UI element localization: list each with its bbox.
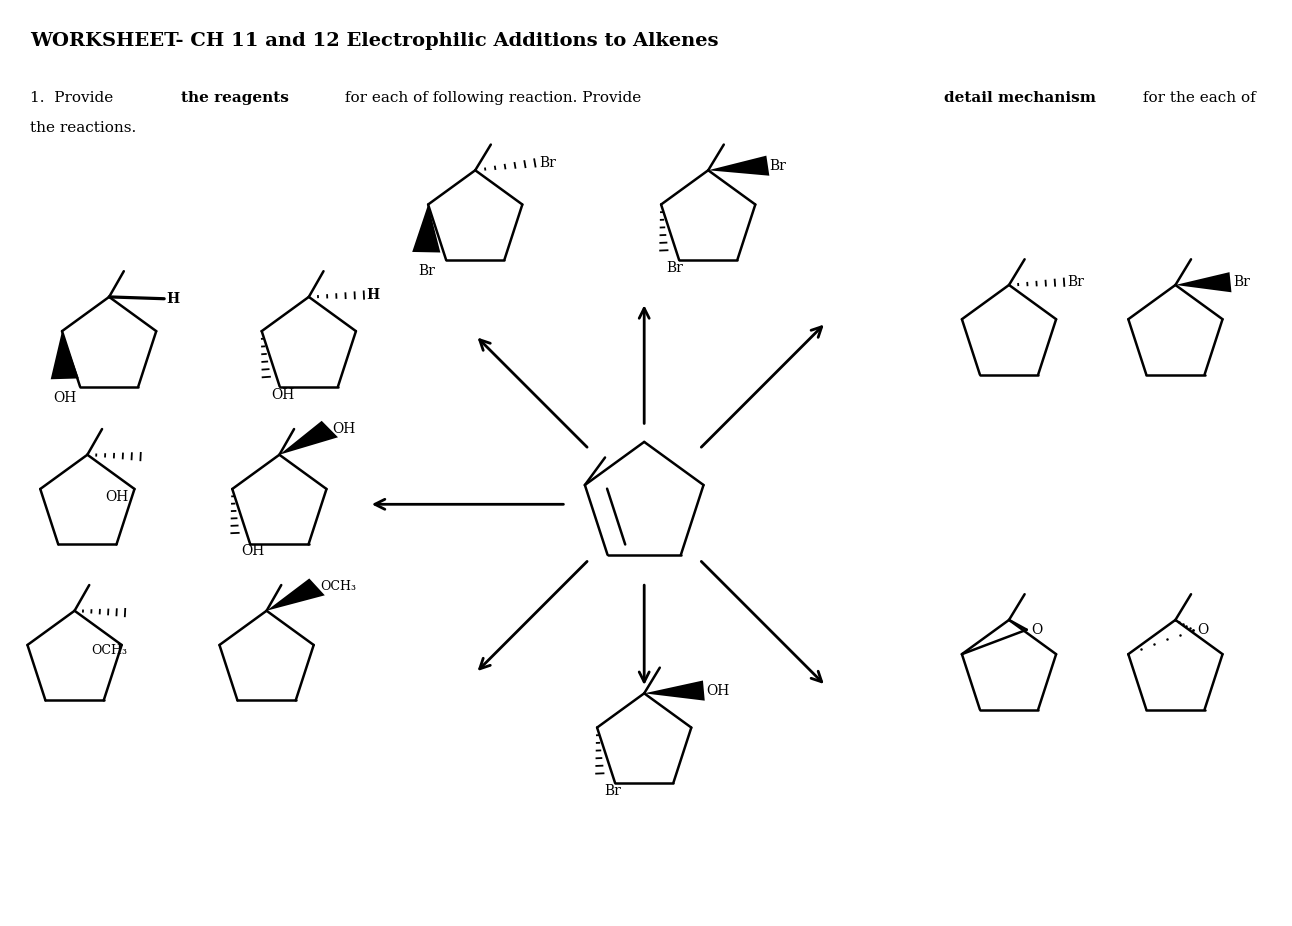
Text: OH: OH [332, 422, 355, 436]
Polygon shape [708, 156, 769, 176]
Text: OCH₃: OCH₃ [90, 644, 127, 657]
Text: O: O [1198, 622, 1209, 637]
Polygon shape [645, 681, 704, 701]
Text: the reagents: the reagents [181, 92, 288, 106]
Text: H: H [367, 288, 380, 302]
Text: detail mechanism: detail mechanism [943, 92, 1096, 106]
Text: for the each of: for the each of [1138, 92, 1256, 106]
Text: OH: OH [242, 544, 265, 558]
Text: Br: Br [540, 156, 557, 170]
Text: OCH₃: OCH₃ [320, 581, 355, 594]
Text: for each of following reaction. Provide: for each of following reaction. Provide [340, 92, 646, 106]
Polygon shape [1176, 272, 1231, 293]
Text: OH: OH [707, 683, 730, 697]
Text: Br: Br [1234, 275, 1251, 289]
Text: Br: Br [1067, 275, 1084, 289]
Text: H: H [165, 292, 180, 306]
Text: O: O [1031, 622, 1043, 637]
Text: OH: OH [106, 490, 129, 504]
Text: Br: Br [667, 261, 683, 275]
Polygon shape [279, 420, 339, 455]
Text: Br: Br [770, 158, 787, 172]
Text: Br: Br [605, 784, 621, 798]
Text: OH: OH [271, 388, 295, 402]
Polygon shape [266, 579, 324, 611]
Text: Br: Br [417, 264, 434, 278]
Text: WORKSHEET- CH 11 and 12 Electrophilic Additions to Alkenes: WORKSHEET- CH 11 and 12 Electrophilic Ad… [30, 31, 718, 50]
Text: the reactions.: the reactions. [30, 120, 136, 134]
Text: OH: OH [53, 391, 76, 405]
Text: 1.  Provide: 1. Provide [30, 92, 118, 106]
Polygon shape [50, 332, 79, 380]
Polygon shape [412, 205, 441, 253]
